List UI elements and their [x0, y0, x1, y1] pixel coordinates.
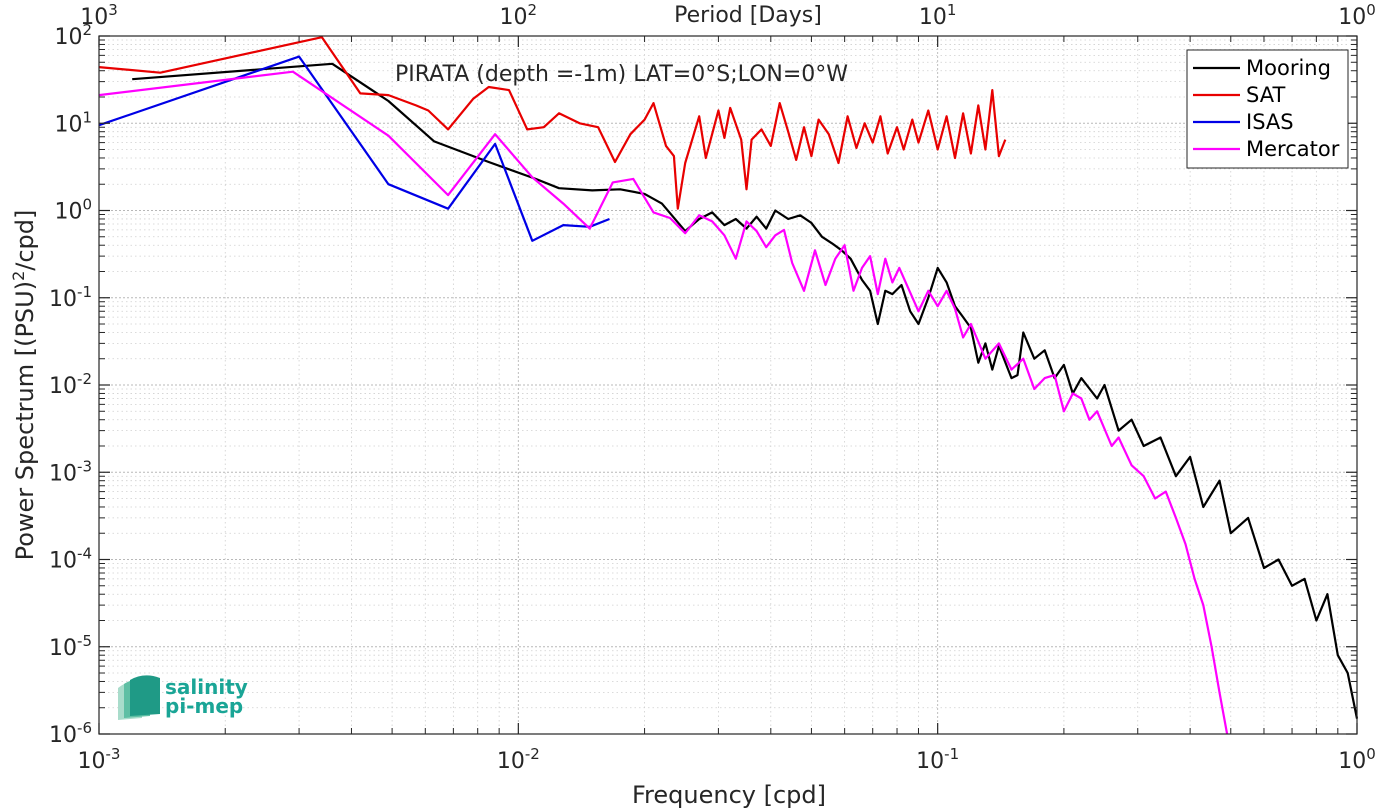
chart-title: PIRATA (depth =-1m) LAT=0°S;LON=0°W	[395, 62, 848, 87]
series-layer	[98, 36, 1359, 735]
top-tick-label: 101	[919, 1, 957, 30]
y-tick-label: 10-4	[49, 545, 92, 574]
top-tick-labels: 103 102 101 100	[80, 1, 1376, 30]
x-axis-label: Frequency [cpd]	[632, 781, 826, 809]
logo-text-line1: salinity	[165, 675, 248, 699]
y-tick-label: 10-1	[49, 283, 92, 312]
tick-marks	[98, 35, 1358, 735]
series-line-isas	[98, 55, 610, 242]
y-tick-label: 10-3	[49, 457, 92, 486]
top-tick-label: 103	[80, 1, 118, 30]
minor-grid	[99, 36, 1357, 734]
y-axis-label: Power Spectrum [(PSU)2/cpd]	[9, 210, 39, 561]
y-tick-label: 10-2	[49, 370, 92, 399]
legend-label-sat: SAT	[1246, 83, 1285, 107]
series-line-mercator	[98, 70, 1229, 735]
y-tick-label: 100	[54, 196, 92, 225]
x-tick-label: 10-2	[497, 745, 540, 774]
y-tick-labels: 102 101 100 10-1 10-2 10-3 10-4 10-5 10-6	[49, 21, 92, 748]
x-tick-labels: 10-3 10-2 10-1 100	[78, 745, 1376, 774]
legend-label-isas: ISAS	[1246, 110, 1294, 134]
series-line-sat	[98, 36, 1007, 210]
logo-waves-icon	[118, 675, 160, 720]
legend-label-mooring: Mooring	[1246, 56, 1331, 80]
top-tick-label: 102	[500, 1, 538, 30]
top-tick-label: 100	[1338, 1, 1376, 30]
top-axis-label: Period [Days]	[674, 3, 822, 28]
legend-label-mercator: Mercator	[1246, 137, 1340, 161]
salinity-pi-mep-logo: salinity pi-mep	[118, 675, 248, 720]
y-tick-label: 10-5	[49, 632, 92, 661]
logo-text-line2: pi-mep	[165, 694, 243, 718]
y-tick-label: 101	[54, 108, 92, 137]
x-tick-label: 10-3	[78, 745, 121, 774]
y-tick-label: 102	[54, 21, 92, 50]
x-tick-label: 100	[1338, 745, 1376, 774]
y-tick-label: 10-6	[49, 719, 92, 748]
x-tick-label: 10-1	[916, 745, 959, 774]
legend: Mooring SAT ISAS Mercator	[1186, 49, 1349, 169]
